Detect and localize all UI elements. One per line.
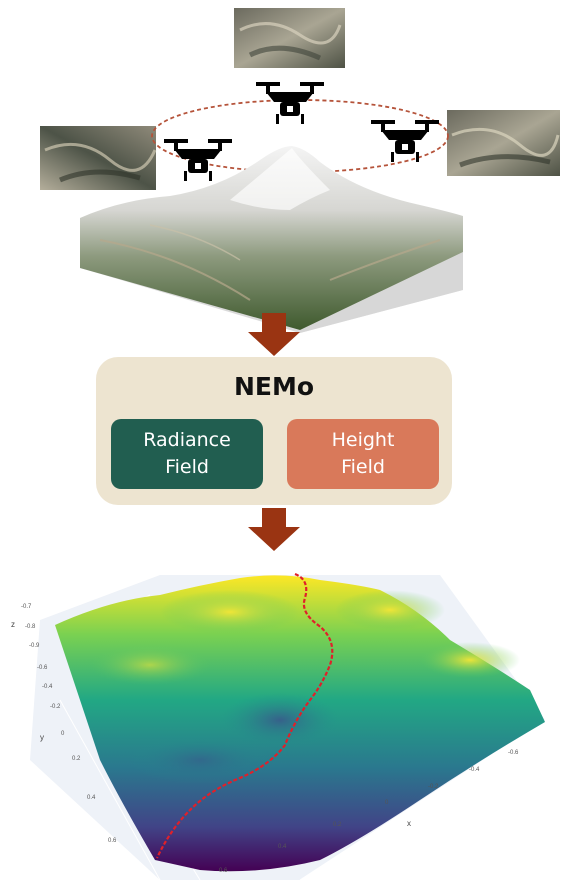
x-tick: -0.6 — [508, 750, 519, 756]
y-tick: -0.6 — [37, 665, 48, 671]
height-field-label-line2: Field — [341, 456, 385, 478]
x-axis-label: x — [407, 819, 411, 828]
y-tick: -0.4 — [42, 684, 53, 690]
drone-icon — [256, 82, 324, 124]
x-tick: -0.2 — [428, 784, 439, 790]
x-tick: 0 — [385, 800, 389, 806]
y-tick: 0.6 — [108, 838, 117, 844]
satellite-image — [40, 126, 157, 190]
x-tick: 0.4 — [278, 844, 287, 850]
satellite-image — [447, 110, 560, 176]
satellite-image — [234, 8, 345, 68]
z-tick: -0.8 — [25, 624, 36, 630]
height-field-box: Height Field — [287, 419, 439, 489]
y-tick: 0.4 — [87, 795, 96, 801]
y-axis-label: y — [40, 733, 44, 742]
height-field-label-line1: Height — [331, 429, 395, 451]
z-tick: -0.9 — [29, 643, 40, 649]
path-3d — [156, 572, 334, 859]
y-tick: -0.2 — [50, 704, 61, 710]
drone-icon — [164, 139, 232, 181]
nemo-title: NEMo — [233, 372, 315, 401]
z-tick: -0.7 — [21, 604, 32, 610]
down-arrow-icon — [248, 313, 300, 356]
viridis-surface-plot — [55, 575, 545, 872]
drone-icon — [371, 120, 439, 162]
x-tick: 0.2 — [333, 822, 342, 828]
radiance-field-label-line2: Field — [165, 456, 209, 478]
mountain-terrain — [80, 146, 463, 333]
radiance-field-label-line1: Radiance — [143, 429, 231, 451]
radiance-field-box: Radiance Field — [111, 419, 263, 489]
y-tick: 0.2 — [72, 756, 81, 762]
z-axis-label: z — [11, 620, 15, 629]
x-tick: -0.4 — [469, 767, 480, 773]
x-tick: 0.6 — [219, 868, 228, 874]
flight-path — [151, 99, 449, 173]
y-tick: 0 — [61, 731, 65, 737]
down-arrow-icon — [248, 508, 300, 551]
